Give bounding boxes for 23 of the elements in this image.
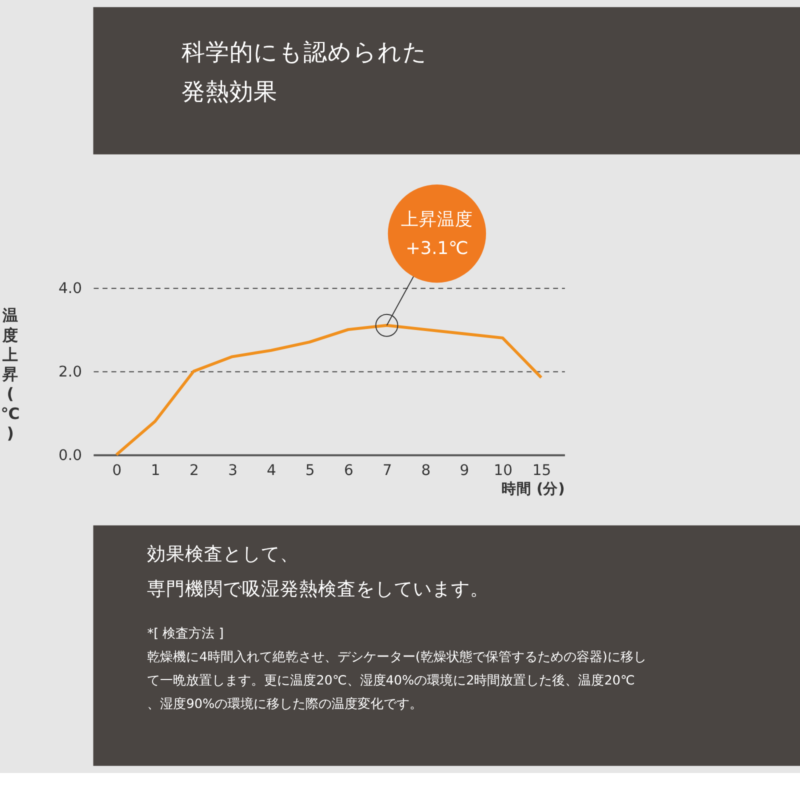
annotation: 上昇温度 +3.1℃: [400, 208, 473, 260]
x-axis-title: 時間 (分): [501, 480, 565, 498]
x-tick-label: 5: [305, 462, 315, 479]
text: 効果検査として、: [147, 544, 300, 565]
x-tick-label: 8: [421, 462, 431, 479]
text: *[ 検査方法 ]: [147, 625, 224, 642]
y-tick-label: 0.0: [58, 447, 82, 464]
chart-title: 科学的にも認められた発熱効果: [182, 38, 428, 106]
x-tick-label: 10: [494, 462, 512, 479]
text: 乾燥機に4時間入れて絶乾させ、デシケーター(乾燥状態で保管するための容器)に移して一晩放置します。更に温度20℃、湿度40%の環境に2時間放置した後、温度20℃、湿度90%の環境に移した際の温度変化です。: [147, 648, 646, 712]
x-tick-label: 6: [344, 462, 354, 479]
x-tick-label: 1: [150, 462, 160, 479]
y-tick-label: 2.0: [58, 364, 82, 381]
text: 専門機関で吸湿発熱検査をしています。: [147, 579, 490, 600]
x-tick-label: 2: [189, 462, 199, 479]
x-tick-label: 7: [382, 462, 392, 479]
x-tick-label: 4: [266, 462, 276, 479]
x-tick-label: 15: [532, 462, 552, 479]
x-tick-label: 3: [228, 462, 238, 479]
y-tick-label: 4.0: [58, 280, 82, 298]
x-tick-label: 0: [112, 462, 122, 479]
x-tick-label: 9: [460, 462, 470, 479]
y-axis-title: 温度上昇 (℃): [0, 306, 20, 443]
